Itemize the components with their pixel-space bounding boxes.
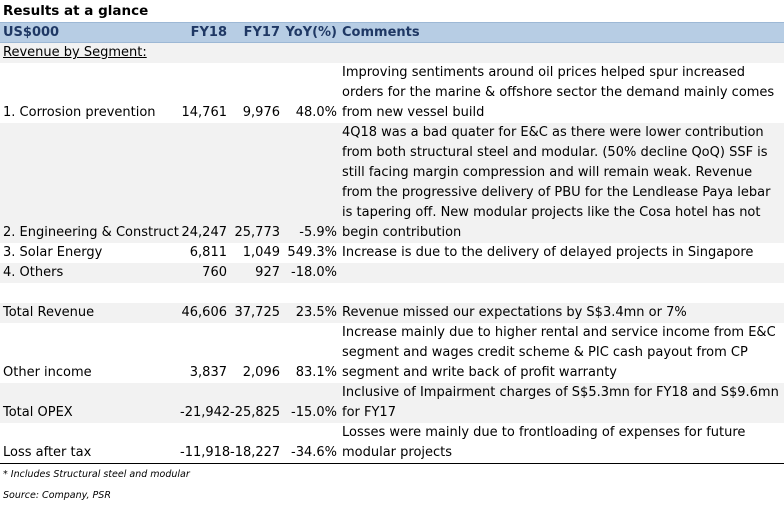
row-fy17: -25,825	[230, 405, 281, 420]
row-fy18: 46,606	[181, 305, 228, 320]
row-yoy: 83.1%	[295, 365, 337, 380]
page-title: Results at a glance	[3, 3, 149, 19]
row-comment: Revenue missed our expectations by S$3.4…	[342, 305, 687, 320]
row-yoy: -18.0%	[291, 265, 337, 280]
table-row: 1. Corrosion prevention 14,761 9,976 48.…	[0, 63, 784, 123]
row-fy18: -11,918	[180, 423, 230, 464]
header-fy17: FY17	[230, 22, 283, 43]
row-yoy: 23.5%	[295, 305, 337, 320]
row-comment: Inclusive of Impairment charges of S$5.3…	[342, 385, 779, 420]
spacer-row	[0, 283, 784, 303]
row-fy17: 9,976	[242, 105, 280, 120]
table-row: 3. Solar Energy 6,811 1,049 549.3% Incre…	[0, 243, 784, 263]
row-yoy: 549.3%	[287, 245, 337, 260]
row-fy18: 24,247	[181, 225, 228, 240]
row-yoy: 48.0%	[295, 105, 337, 120]
row-comment: 4Q18 was a bad quater for E&C as there w…	[342, 125, 771, 240]
row-fy17: 1,049	[242, 245, 280, 260]
row-label: 1. Corrosion prevention	[3, 105, 156, 120]
row-label: Total OPEX	[3, 405, 73, 420]
row-fy18: 3,837	[189, 365, 227, 380]
row-label: Other income	[3, 365, 92, 380]
row-fy17: 927	[255, 265, 280, 280]
table-row: 2. Engineering & Constructio 24,247 25,7…	[0, 123, 784, 243]
header-fy18: FY18	[180, 22, 230, 43]
row-label: 4. Others	[3, 265, 64, 280]
row-fy18: 760	[202, 265, 227, 280]
row-comment	[340, 263, 784, 283]
section-label: Revenue by Segment:	[3, 45, 147, 60]
row-label: 2. Engineering & Constructio	[3, 225, 180, 240]
footnote: * Includes Structural steel and modular	[3, 469, 190, 480]
row-label: Total Revenue	[3, 305, 95, 320]
table-row: Loss after tax -11,918 -18,227 -34.6% Lo…	[0, 423, 784, 464]
table-row: Other income 3,837 2,096 83.1% Increase …	[0, 323, 784, 383]
header-comments: Comments	[340, 22, 784, 43]
row-label: Loss after tax	[0, 423, 180, 464]
row-fy18: 14,761	[181, 105, 228, 120]
row-fy17: 2,096	[242, 365, 280, 380]
row-comment: Improving sentiments around oil prices h…	[342, 65, 775, 120]
header-yoy: YoY(%)	[283, 22, 340, 43]
table-row: 4. Others 760 927 -18.0%	[0, 263, 784, 283]
row-comment: Increase is due to the delivery of delay…	[342, 245, 754, 260]
row-fy17: 37,725	[234, 305, 281, 320]
table-row: Total OPEX -21,942 -25,825 -15.0% Inclus…	[0, 383, 784, 423]
table-header-row: US$000 FY18 FY17 YoY(%) Comments	[0, 22, 784, 43]
section-row: Revenue by Segment:	[0, 42, 784, 63]
row-yoy: -15.0%	[291, 405, 337, 420]
header-label: US$000	[0, 22, 180, 43]
row-comment: Increase mainly due to higher rental and…	[342, 325, 776, 380]
table-row: Total Revenue 46,606 37,725 23.5% Revenu…	[0, 303, 784, 323]
row-fy17: 25,773	[234, 225, 281, 240]
row-fy18: 6,811	[189, 245, 227, 260]
results-table: US$000 FY18 FY17 YoY(%) Comments Revenue…	[0, 22, 784, 464]
row-fy17: -18,227	[230, 423, 283, 464]
row-fy18: -21,942	[180, 405, 230, 420]
row-yoy: -5.9%	[299, 225, 337, 240]
row-label: 3. Solar Energy	[3, 245, 103, 260]
row-yoy: -34.6%	[283, 423, 340, 464]
row-comment: Losses were mainly due to frontloading o…	[340, 423, 784, 464]
source-note: Source: Company, PSR	[3, 490, 111, 501]
